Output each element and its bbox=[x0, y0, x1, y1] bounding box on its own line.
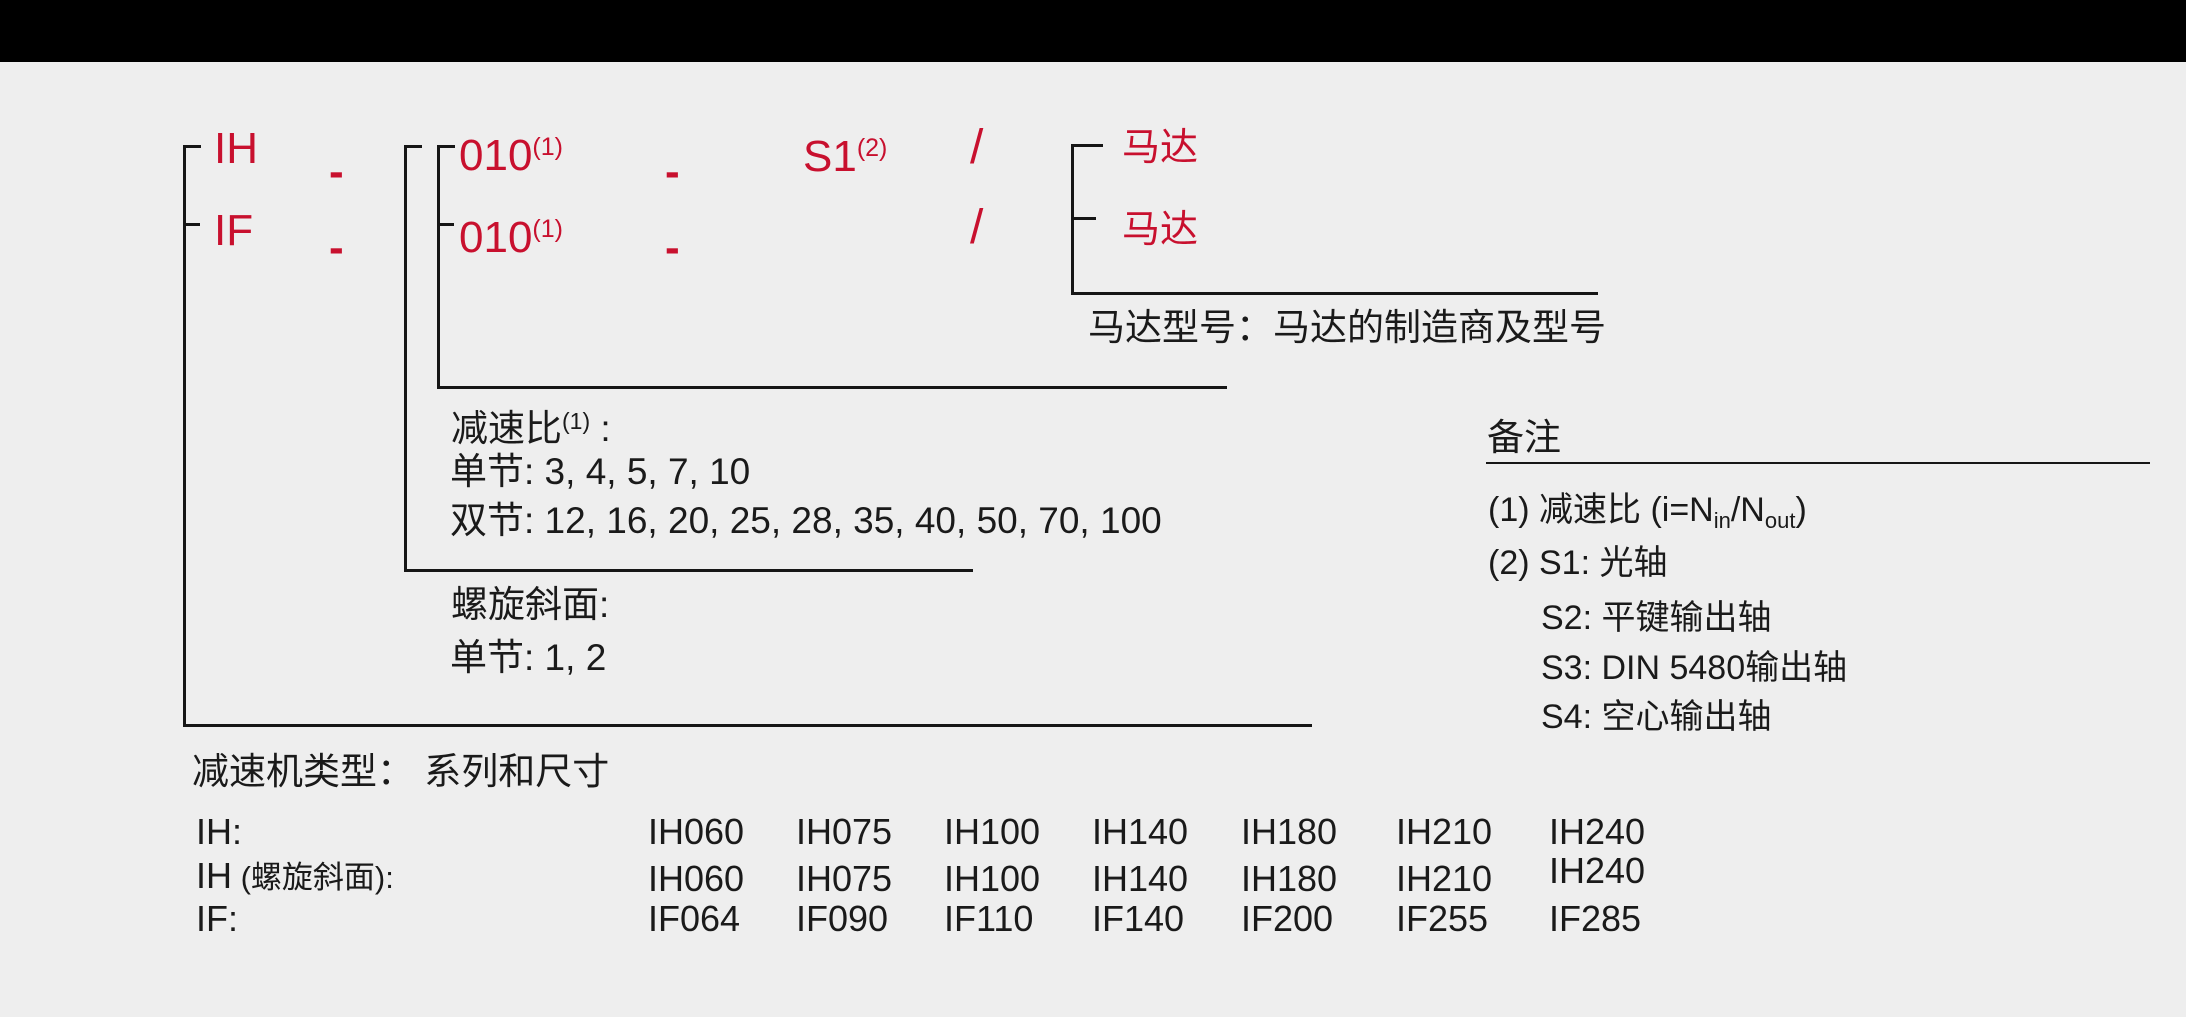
note-5: S4: 空心输出轴 bbox=[1541, 698, 1772, 736]
note-1-sub-in: in bbox=[1713, 508, 1731, 533]
note-1-sub-out: out bbox=[1764, 508, 1796, 533]
table-row-label-text: IH bbox=[196, 855, 232, 896]
ratio-title-text: 减速比 bbox=[451, 408, 562, 449]
ratio-title-colon: : bbox=[590, 408, 611, 449]
bracket-helical-tick-row1 bbox=[404, 145, 422, 148]
note-3: S2: 平键输出轴 bbox=[1541, 599, 1772, 637]
table-cell: IH100 bbox=[944, 811, 1041, 852]
ratio-single-stage: 单节: 3, 4, 5, 7, 10 bbox=[450, 451, 751, 492]
bracket-type-tick-row2 bbox=[183, 223, 200, 226]
top-black-bar bbox=[0, 0, 2186, 62]
table-row-label-text: IH: bbox=[196, 811, 243, 852]
note-2: (2) S1: 光轴 bbox=[1488, 544, 1668, 582]
table-row-label: IH (螺旋斜面): bbox=[196, 857, 394, 897]
table-cell: IF285 bbox=[1549, 898, 1642, 939]
bracket-motor-underline bbox=[1071, 292, 1598, 295]
bracket-ratio-tick-row2 bbox=[437, 223, 454, 226]
code-ratio-row2: 010(1) bbox=[459, 207, 563, 260]
table-row-label-text: IF: bbox=[196, 898, 238, 939]
table-cell: IF064 bbox=[648, 898, 741, 939]
bracket-type-underline bbox=[183, 724, 1312, 727]
table-cell: IH210 bbox=[1396, 858, 1493, 899]
note-1-suffix: ) bbox=[1795, 491, 1807, 529]
code-ratio-value: 010 bbox=[459, 131, 533, 180]
code-ratio-value: 010 bbox=[459, 213, 533, 262]
code-separator: - bbox=[665, 223, 680, 272]
table-cell: IH180 bbox=[1241, 858, 1338, 899]
bracket-motor-tick-row2 bbox=[1071, 217, 1096, 220]
note-1-prefix: (1) 减速比 (i=N bbox=[1488, 491, 1714, 529]
helical-title: 螺旋斜面: bbox=[451, 584, 610, 625]
bracket-type-vertical bbox=[183, 145, 186, 727]
table-cell: IH140 bbox=[1092, 811, 1189, 852]
table-cell: IH060 bbox=[648, 811, 745, 852]
note-4: S3: DIN 5480输出轴 bbox=[1541, 649, 1848, 687]
notes-underline bbox=[1486, 462, 2150, 464]
bracket-helical-underline bbox=[404, 569, 973, 572]
code-ratio-row1: 010(1) bbox=[459, 125, 563, 178]
table-cell: IH240 bbox=[1549, 850, 1646, 891]
table-cell: IH180 bbox=[1241, 811, 1338, 852]
table-cell: IF110 bbox=[944, 898, 1034, 939]
code-ratio-footref: (1) bbox=[532, 215, 563, 243]
code-ratio-footref: (1) bbox=[532, 133, 563, 161]
table-row-label-suffix: (螺旋斜面): bbox=[232, 860, 394, 895]
bracket-type-tick-row1 bbox=[183, 145, 201, 148]
bracket-helical-vertical bbox=[404, 145, 407, 572]
table-cell: IF090 bbox=[796, 898, 889, 939]
code-series-ih: IH bbox=[214, 124, 258, 173]
code-separator: - bbox=[665, 147, 680, 196]
table-cell: IH210 bbox=[1396, 811, 1493, 852]
note-1-mid: /N bbox=[1730, 491, 1765, 529]
code-series-if: IF bbox=[214, 206, 254, 255]
code-shaft-row1: S1(2) bbox=[803, 126, 887, 179]
bracket-ratio-vertical bbox=[437, 145, 440, 389]
code-motor-row2: 马达 bbox=[1122, 209, 1199, 251]
code-separator: - bbox=[329, 223, 344, 272]
table-cell: IF200 bbox=[1241, 898, 1334, 939]
bracket-motor-tick-row1 bbox=[1071, 144, 1103, 147]
ratio-title: 减速比(1) : bbox=[451, 401, 611, 449]
note-1: (1) 减速比 (i=Nin/Nout) bbox=[1488, 492, 1807, 539]
helical-single-stage: 单节: 1, 2 bbox=[450, 637, 607, 678]
code-separator: - bbox=[329, 147, 344, 196]
table-cell: IH100 bbox=[944, 858, 1041, 899]
reducer-type-description: 减速机类型： 系列和尺寸 bbox=[192, 751, 610, 792]
table-cell: IF255 bbox=[1396, 898, 1489, 939]
table-cell: IF140 bbox=[1092, 898, 1185, 939]
table-cell: IH140 bbox=[1092, 858, 1189, 899]
code-slash-row2: / bbox=[970, 201, 984, 254]
table-row-label: IH: bbox=[196, 813, 242, 853]
ratio-double-stage: 双节: 12, 16, 20, 25, 28, 35, 40, 50, 70, … bbox=[450, 500, 1162, 541]
code-slash-row1: / bbox=[970, 121, 984, 174]
bracket-ratio-tick-row1 bbox=[437, 145, 455, 148]
table-cell: IH075 bbox=[796, 858, 893, 899]
notes-title: 备注 bbox=[1487, 417, 1561, 458]
table-row-label: IF: bbox=[196, 900, 238, 940]
bracket-ratio-underline bbox=[437, 386, 1227, 389]
ratio-title-footref: (1) bbox=[562, 408, 591, 434]
code-shaft-value: S1 bbox=[803, 132, 857, 181]
code-motor-row1: 马达 bbox=[1122, 127, 1199, 169]
table-cell: IH240 bbox=[1549, 811, 1646, 852]
motor-description: 马达型号：马达的制造商及型号 bbox=[1088, 307, 1606, 348]
table-cell: IH075 bbox=[796, 811, 893, 852]
table-cell: IH060 bbox=[648, 858, 745, 899]
code-shaft-footref: (2) bbox=[856, 134, 888, 162]
